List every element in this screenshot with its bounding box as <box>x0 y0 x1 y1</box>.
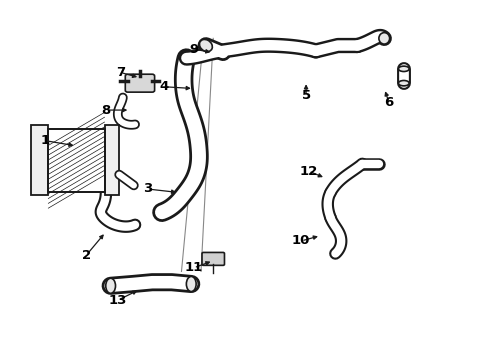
Ellipse shape <box>186 276 196 292</box>
Text: 5: 5 <box>301 89 311 102</box>
FancyBboxPatch shape <box>31 125 49 195</box>
Bar <box>49 129 104 192</box>
Text: 3: 3 <box>143 183 152 195</box>
Ellipse shape <box>398 66 409 72</box>
Bar <box>49 129 104 192</box>
Text: 6: 6 <box>385 96 394 109</box>
Text: 12: 12 <box>299 165 318 177</box>
Text: 1: 1 <box>40 134 49 147</box>
Text: 7: 7 <box>116 66 125 79</box>
Ellipse shape <box>398 81 409 86</box>
Text: 8: 8 <box>101 104 110 117</box>
Text: 4: 4 <box>160 80 169 93</box>
Ellipse shape <box>199 40 212 51</box>
Text: 10: 10 <box>292 234 310 247</box>
Text: 2: 2 <box>82 249 91 262</box>
FancyBboxPatch shape <box>125 74 155 92</box>
Ellipse shape <box>379 33 390 44</box>
FancyBboxPatch shape <box>202 252 224 265</box>
Text: 11: 11 <box>185 261 203 274</box>
FancyBboxPatch shape <box>104 125 119 195</box>
Text: 13: 13 <box>109 294 127 307</box>
Text: 9: 9 <box>189 42 198 55</box>
Ellipse shape <box>106 278 116 293</box>
